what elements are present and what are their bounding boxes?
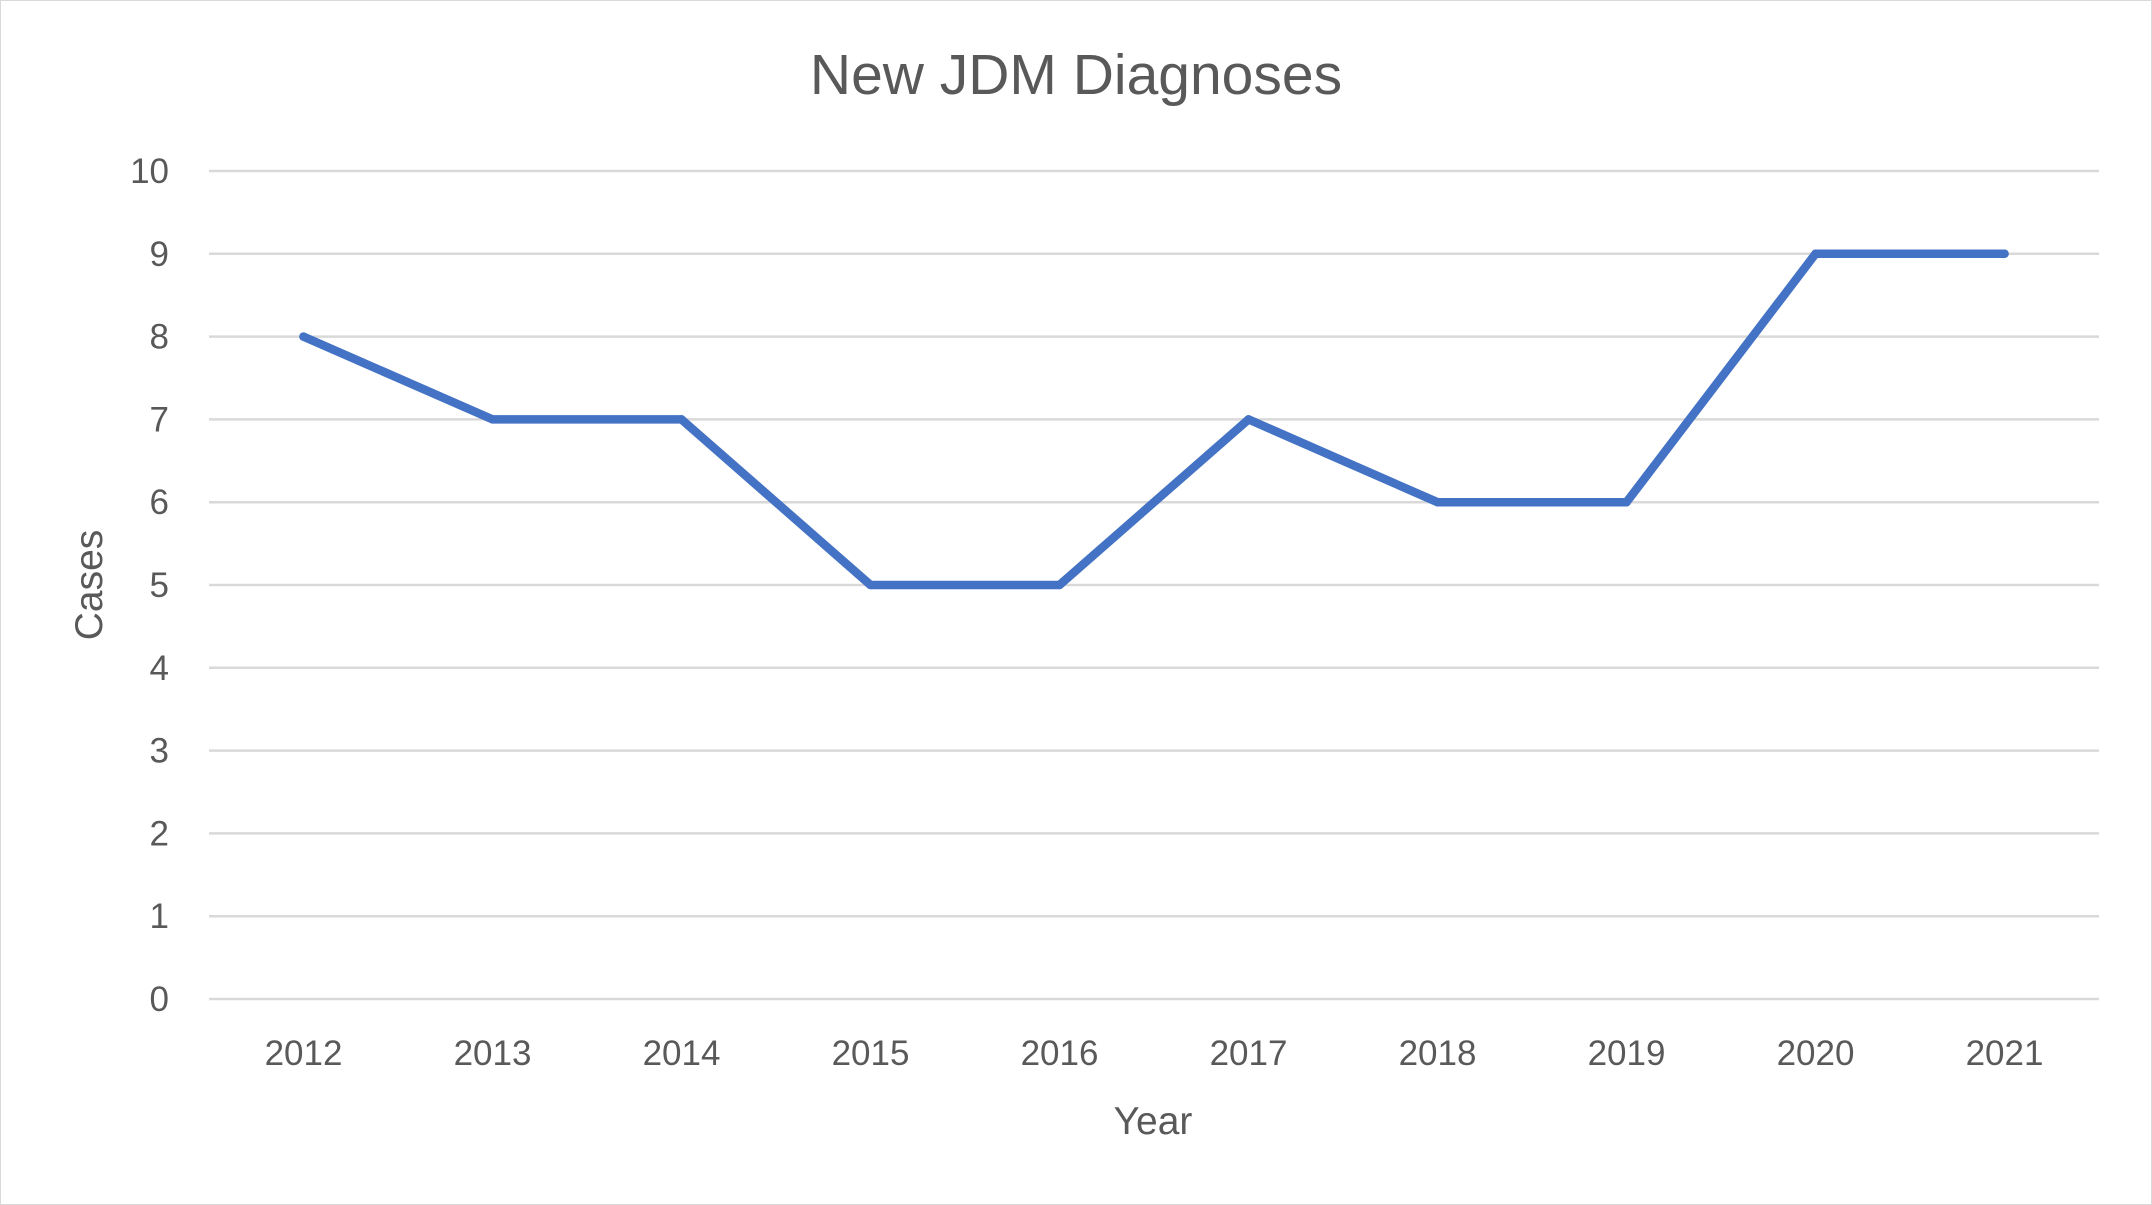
y-tick-label: 2 (150, 814, 169, 853)
data-point-2020 (1811, 249, 1820, 259)
chart-title: New JDM Diagnoses (810, 43, 1342, 107)
x-tick-label: 2020 (1777, 1034, 1855, 1073)
series-layer (299, 249, 2009, 590)
y-tick-label: 5 (150, 566, 169, 605)
data-point-2019 (1622, 497, 1631, 507)
x-tick-label: 2015 (832, 1034, 910, 1073)
data-point-2021 (2000, 249, 2009, 259)
y-tick-label: 1 (150, 897, 169, 936)
x-tick-label: 2013 (454, 1034, 532, 1073)
x-tick-label: 2016 (1021, 1034, 1099, 1073)
data-point-2012 (299, 332, 308, 341)
y-tick-label: 3 (150, 732, 169, 771)
x-tick-label: 2019 (1588, 1034, 1666, 1073)
y-tick-label: 0 (150, 980, 169, 1019)
y-tick-label: 10 (130, 152, 169, 191)
x-tick-label: 2021 (1966, 1034, 2044, 1073)
x-tick-label: 2012 (265, 1034, 343, 1073)
series-line-0 (299, 249, 2009, 590)
data-point-2018 (1433, 497, 1442, 507)
x-axis-tick-labels: 2012 2013 2014 2015 2016 2017 2018 2019 2020 2021 (265, 1034, 2044, 1073)
y-tick-label: 6 (150, 483, 169, 522)
y-tick-label: 8 (150, 318, 169, 357)
x-tick-label: 2014 (643, 1034, 721, 1073)
y-tick-label: 7 (150, 400, 169, 439)
y-axis-tick-labels: 0 1 2 3 4 5 6 7 8 9 10 (130, 152, 169, 1019)
x-axis-title: Year (1114, 1100, 1193, 1143)
data-point-2015 (866, 580, 875, 590)
data-point-2017 (1244, 415, 1253, 424)
x-tick-label: 2017 (1210, 1034, 1288, 1073)
gridlines (209, 169, 2099, 1001)
y-tick-label: 4 (150, 649, 169, 688)
data-point-2014 (677, 415, 686, 424)
data-point-2013 (488, 415, 497, 424)
data-point-2016 (1055, 580, 1064, 590)
y-tick-label: 9 (150, 235, 169, 274)
y-axis-title: Cases (68, 530, 111, 641)
x-tick-label: 2018 (1399, 1034, 1477, 1073)
